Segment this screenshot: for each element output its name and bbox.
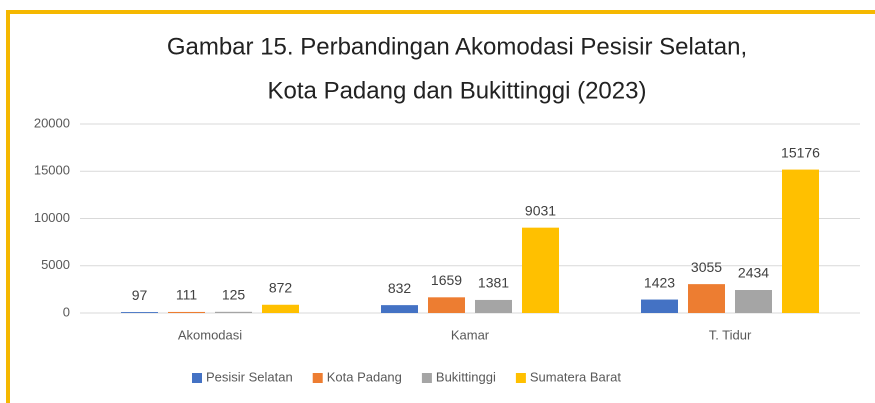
bar — [782, 169, 819, 313]
bar — [735, 289, 772, 313]
bar — [381, 305, 418, 313]
bar — [215, 311, 252, 313]
legend-swatch — [192, 373, 202, 383]
x-tick-label: T. Tidur — [709, 327, 752, 342]
legend-label: Kota Padang — [327, 369, 402, 384]
data-label: 1423 — [644, 274, 675, 290]
data-label: 125 — [222, 287, 246, 303]
bar — [121, 312, 158, 313]
data-label: 2434 — [738, 265, 769, 281]
y-tick-label: 20000 — [34, 115, 70, 130]
data-label: 9031 — [525, 202, 556, 218]
data-label: 872 — [269, 279, 293, 295]
legend-label: Sumatera Barat — [530, 369, 621, 384]
x-tick-label: Akomodasi — [178, 327, 242, 342]
legend-swatch — [515, 373, 526, 383]
data-label: 1381 — [478, 275, 509, 291]
data-label: 111 — [176, 287, 197, 303]
x-tick-label: Kamar — [451, 327, 490, 342]
bar — [475, 299, 512, 313]
bar — [522, 227, 559, 313]
data-label: 1659 — [431, 272, 462, 288]
data-label: 15176 — [781, 144, 820, 160]
y-tick-label: 15000 — [34, 163, 70, 178]
legend-swatch — [312, 373, 323, 383]
legend-label: Pesisir Selatan — [206, 369, 293, 384]
bar — [262, 304, 299, 313]
data-label: 832 — [388, 280, 412, 296]
bar — [641, 299, 678, 313]
y-tick-label: 5000 — [41, 257, 70, 272]
y-tick-label: 0 — [63, 304, 70, 319]
chart-title: Gambar 15. Perbandingan Akomodasi Pesisi… — [167, 33, 747, 60]
chart-title: Kota Padang dan Bukittinggi (2023) — [268, 77, 647, 104]
bar — [428, 297, 465, 313]
bar — [168, 311, 205, 313]
y-tick-label: 10000 — [34, 210, 70, 225]
data-label: 97 — [132, 287, 148, 303]
bar — [688, 284, 725, 313]
legend-swatch — [421, 373, 432, 383]
legend-label: Bukittinggi — [436, 369, 496, 384]
data-label: 3055 — [691, 259, 722, 275]
